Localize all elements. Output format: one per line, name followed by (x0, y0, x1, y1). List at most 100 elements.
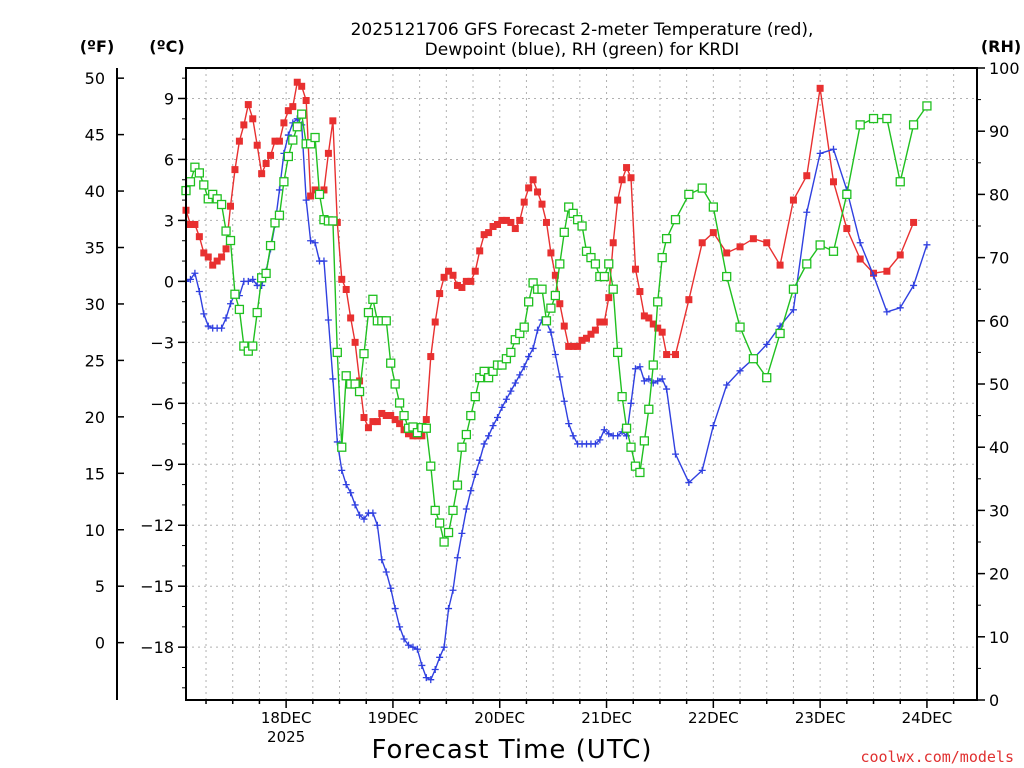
temperature-point (658, 328, 666, 336)
temperature-point (209, 261, 217, 269)
rh-point (252, 307, 262, 318)
rh-point (457, 442, 467, 452)
dewpoint-point (480, 440, 488, 448)
fahrenheit-tick-label: 10 (85, 521, 105, 540)
rh-point (788, 284, 799, 294)
temperature-point (547, 249, 555, 257)
rh-point (439, 537, 449, 547)
rh-unit-label: (RH) (981, 37, 1021, 56)
rh-point (470, 391, 480, 402)
dewpoint-point (547, 328, 555, 336)
temperature-point (387, 411, 395, 419)
temperature-point (324, 149, 332, 157)
temperature-point (614, 196, 622, 204)
dewpoint-point (627, 399, 635, 407)
dewpoint-point (338, 466, 346, 474)
rh-point (855, 120, 865, 130)
dewpoint-point (356, 511, 364, 519)
rh-point (524, 297, 534, 307)
temperature-point (574, 342, 582, 350)
rh-point (399, 410, 409, 421)
rh-point (461, 429, 472, 440)
temperature-point (471, 267, 479, 275)
temperature-point (422, 416, 430, 424)
rh-point (310, 132, 320, 143)
rh-point (350, 379, 360, 389)
rh-point (842, 189, 852, 200)
dewpoint-point (462, 505, 470, 513)
temperature-point (213, 257, 221, 265)
fahrenheit-tick-label: 30 (85, 295, 105, 314)
temperature-point (776, 261, 784, 269)
rh-point (555, 259, 565, 269)
temperature-point (829, 178, 837, 186)
temperature-point (631, 265, 639, 273)
temperature-point (600, 318, 608, 326)
celsius-tick-label: 6 (164, 150, 174, 169)
temperature-point (856, 255, 864, 263)
temperature-point (218, 253, 226, 261)
rh-point (748, 354, 759, 364)
temperature-point (480, 231, 488, 239)
temperature-point (360, 414, 368, 422)
rh-point (248, 341, 258, 351)
dewpoint-point (672, 450, 680, 458)
temperature-point (445, 267, 453, 275)
rh-point (604, 259, 614, 269)
rh-point (292, 122, 302, 132)
temperature-point (351, 338, 359, 346)
rh-point (368, 294, 378, 304)
dewpoint-point (614, 432, 622, 440)
temperature-point (534, 188, 542, 196)
temperature-point (262, 160, 270, 168)
dewpoint-point (200, 310, 208, 318)
fahrenheit-tick-label: 5 (95, 577, 105, 596)
dewpoint-point (195, 288, 203, 296)
temperature-point (663, 351, 671, 359)
rh-point (559, 227, 569, 237)
rh-point (234, 304, 245, 315)
rh-tick-label: 30 (989, 501, 1009, 520)
fahrenheit-tick-label: 20 (85, 408, 105, 427)
dewpoint-point (329, 375, 337, 383)
rh-point (653, 297, 663, 307)
rh-point (506, 347, 516, 358)
temperature-point (542, 218, 550, 226)
dewpoint-point (685, 479, 693, 487)
dewpoint-point (387, 584, 395, 592)
dewpoint-point (244, 277, 252, 285)
dewpoint-point (556, 373, 564, 381)
rh-point (608, 284, 618, 294)
temperature-point (627, 174, 635, 182)
temperature-point (369, 418, 377, 426)
temperature-point (373, 418, 381, 426)
temperature-point (427, 353, 435, 361)
rh-point (617, 391, 627, 402)
temperature-point (485, 229, 493, 237)
celsius-tick-label: −3 (150, 333, 174, 352)
temperature-point (583, 334, 591, 342)
dewpoint-point (440, 643, 448, 651)
rh-point (270, 218, 280, 228)
rh-tick-label: 60 (989, 312, 1009, 331)
temperature-point (338, 275, 346, 283)
dewpoint-point (476, 456, 484, 464)
celsius-tick-label: −15 (140, 577, 174, 596)
dewpoint-point (525, 353, 533, 361)
temperature-point (538, 200, 546, 208)
temperature-point (843, 225, 851, 233)
temperature-point (284, 107, 292, 115)
rh-point (332, 347, 342, 358)
rh-tick-label: 10 (989, 628, 1009, 647)
temperature-point (511, 225, 519, 233)
rh-point (386, 358, 396, 368)
dewpoint-point (218, 324, 226, 332)
temperature-point (249, 115, 257, 123)
dewpoint-point (560, 397, 568, 405)
rh-point (722, 271, 732, 282)
rh-point (328, 216, 338, 226)
temperature-point (378, 409, 386, 417)
temperature-point (195, 233, 203, 241)
temperature-point (298, 82, 306, 90)
